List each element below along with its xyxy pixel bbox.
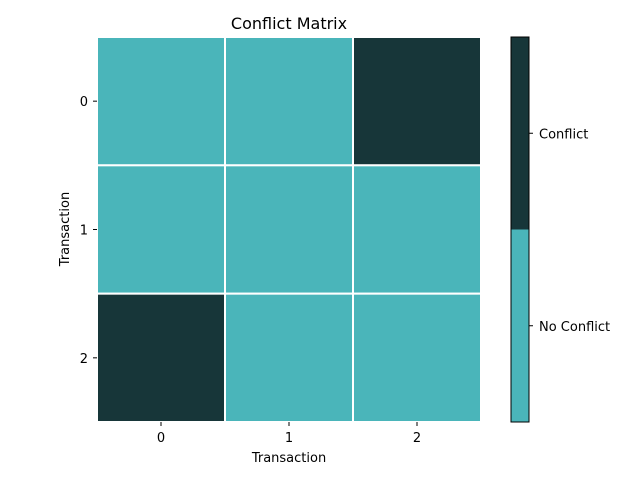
x-tick-label: 0 (157, 431, 165, 446)
y-tick-label: 1 (80, 224, 88, 239)
colorbar-segment (511, 229, 529, 422)
colorbar: No Conflict Conflict (510, 36, 610, 423)
y-axis-label: Transaction (58, 192, 73, 267)
heatmap-cell-2-0 (96, 292, 226, 423)
x-tick-label: 2 (413, 431, 421, 446)
heatmap-cell-0-2 (352, 36, 482, 167)
heatmap-cell-1-0 (96, 164, 226, 295)
y-axis-ticks: 0 1 2 (80, 95, 97, 367)
colorbar-segment (511, 37, 529, 230)
heatmap-cell-2-1 (224, 292, 354, 423)
heatmap-cell-2-2 (352, 292, 482, 423)
heatmap-cell-0-0 (96, 36, 226, 167)
colorbar-label: No Conflict (539, 320, 610, 335)
heatmap-cells (96, 36, 482, 423)
heatmap-cell-1-1 (224, 164, 354, 295)
x-axis-ticks: 0 1 2 (157, 422, 421, 446)
chart-title: Conflict Matrix (231, 14, 347, 33)
y-tick-label: 0 (80, 95, 88, 110)
heatmap-cell-0-1 (224, 36, 354, 167)
colorbar-frame (510, 36, 530, 423)
heatmap-cell-1-2 (352, 164, 482, 295)
colorbar-label: Conflict (539, 127, 588, 142)
y-tick-label: 2 (80, 352, 88, 367)
x-tick-label: 1 (285, 431, 293, 446)
x-axis-label: Transaction (251, 451, 326, 466)
